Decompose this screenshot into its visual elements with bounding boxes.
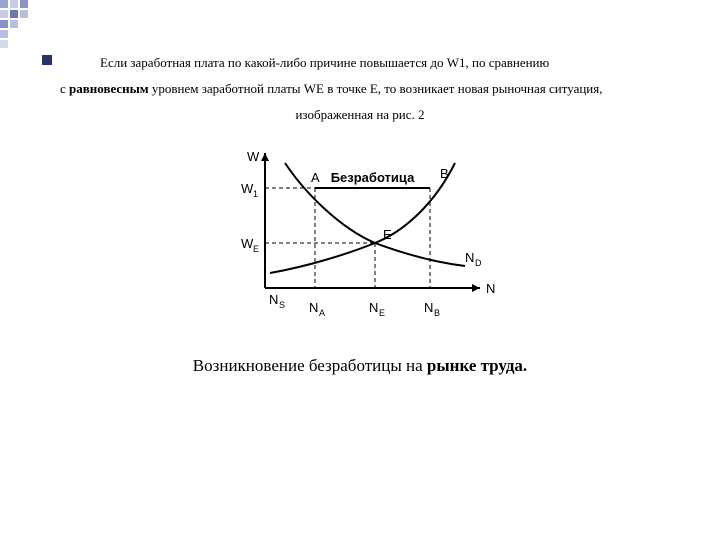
svg-text:B: B (434, 308, 440, 318)
paragraph-line3: изображенная на рис. 2 (60, 102, 660, 128)
svg-text:B: B (440, 166, 449, 181)
caption-bold: рынке труда. (427, 356, 527, 375)
corner-decoration (0, 0, 40, 48)
text-line2-pre: с (60, 81, 69, 96)
svg-text:A: A (311, 170, 320, 185)
svg-text:A: A (319, 308, 325, 318)
svg-text:1: 1 (253, 189, 258, 199)
chart-container: WNW1WEABEБезработицаNSNANENBND (60, 138, 660, 328)
svg-text:N: N (486, 281, 495, 296)
svg-text:N: N (369, 300, 378, 315)
labor-market-chart: WNW1WEABEБезработицаNSNANENBND (210, 138, 510, 328)
text-line2-post: уровнем заработной платы WE в точке E, т… (149, 81, 603, 96)
svg-text:W: W (247, 149, 260, 164)
chart-caption: Возникновение безработицы на рынке труда… (60, 356, 660, 376)
svg-text:E: E (253, 244, 259, 254)
paragraph-line1: Если заработная плата по какой-либо прич… (60, 50, 660, 76)
caption-pre: Возникновение безработицы на (193, 356, 427, 375)
svg-text:N: N (424, 300, 433, 315)
page-content: Если заработная плата по какой-либо прич… (60, 50, 660, 376)
text-line1: Если заработная плата по какой-либо прич… (100, 55, 549, 70)
bullet-marker (42, 55, 52, 65)
svg-text:N: N (309, 300, 318, 315)
paragraph-line2: с равновесным уровнем заработной платы W… (60, 76, 660, 102)
svg-text:D: D (475, 258, 482, 268)
svg-text:E: E (379, 308, 385, 318)
svg-text:E: E (383, 227, 392, 242)
svg-text:N: N (465, 250, 474, 265)
text-line3: изображенная на рис. 2 (295, 107, 424, 122)
svg-text:S: S (279, 300, 285, 310)
svg-text:N: N (269, 292, 278, 307)
text-line2-bold: равновесным (69, 81, 149, 96)
svg-text:Безработица: Безработица (331, 170, 415, 185)
